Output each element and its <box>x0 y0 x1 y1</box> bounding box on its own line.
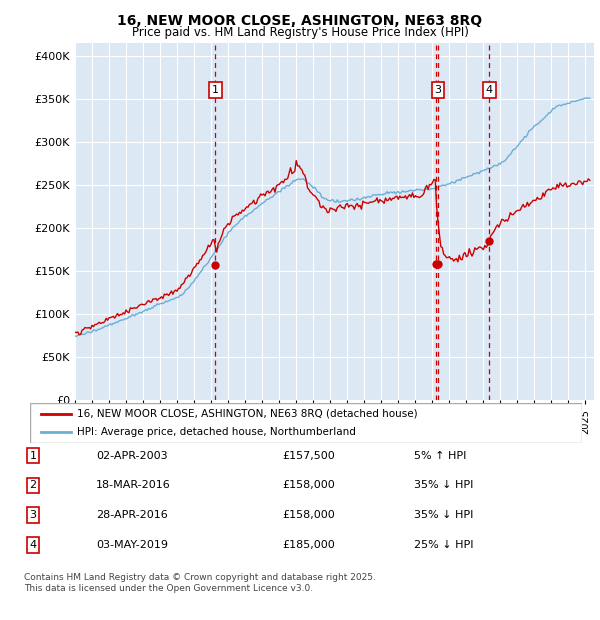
Text: £158,000: £158,000 <box>282 480 335 490</box>
Text: 16, NEW MOOR CLOSE, ASHINGTON, NE63 8RQ: 16, NEW MOOR CLOSE, ASHINGTON, NE63 8RQ <box>118 14 482 28</box>
Text: 1: 1 <box>212 85 219 95</box>
Text: 16, NEW MOOR CLOSE, ASHINGTON, NE63 8RQ (detached house): 16, NEW MOOR CLOSE, ASHINGTON, NE63 8RQ … <box>77 409 418 419</box>
Text: 2: 2 <box>29 480 37 490</box>
Text: 3: 3 <box>29 510 37 520</box>
Text: 35% ↓ HPI: 35% ↓ HPI <box>414 480 473 490</box>
Text: £158,000: £158,000 <box>282 510 335 520</box>
Text: £185,000: £185,000 <box>282 540 335 550</box>
Text: Contains HM Land Registry data © Crown copyright and database right 2025.
This d: Contains HM Land Registry data © Crown c… <box>24 574 376 593</box>
Text: 5% ↑ HPI: 5% ↑ HPI <box>414 451 466 461</box>
Text: 35% ↓ HPI: 35% ↓ HPI <box>414 510 473 520</box>
Text: £157,500: £157,500 <box>282 451 335 461</box>
Text: 1: 1 <box>29 451 37 461</box>
Text: 03-MAY-2019: 03-MAY-2019 <box>96 540 168 550</box>
Text: 02-APR-2003: 02-APR-2003 <box>96 451 167 461</box>
Text: 25% ↓ HPI: 25% ↓ HPI <box>414 540 473 550</box>
Text: Price paid vs. HM Land Registry's House Price Index (HPI): Price paid vs. HM Land Registry's House … <box>131 26 469 39</box>
Text: 28-APR-2016: 28-APR-2016 <box>96 510 168 520</box>
Text: 4: 4 <box>485 85 493 95</box>
Text: 4: 4 <box>29 540 37 550</box>
Text: 18-MAR-2016: 18-MAR-2016 <box>96 480 171 490</box>
Text: 3: 3 <box>434 85 442 95</box>
Text: HPI: Average price, detached house, Northumberland: HPI: Average price, detached house, Nort… <box>77 427 356 438</box>
